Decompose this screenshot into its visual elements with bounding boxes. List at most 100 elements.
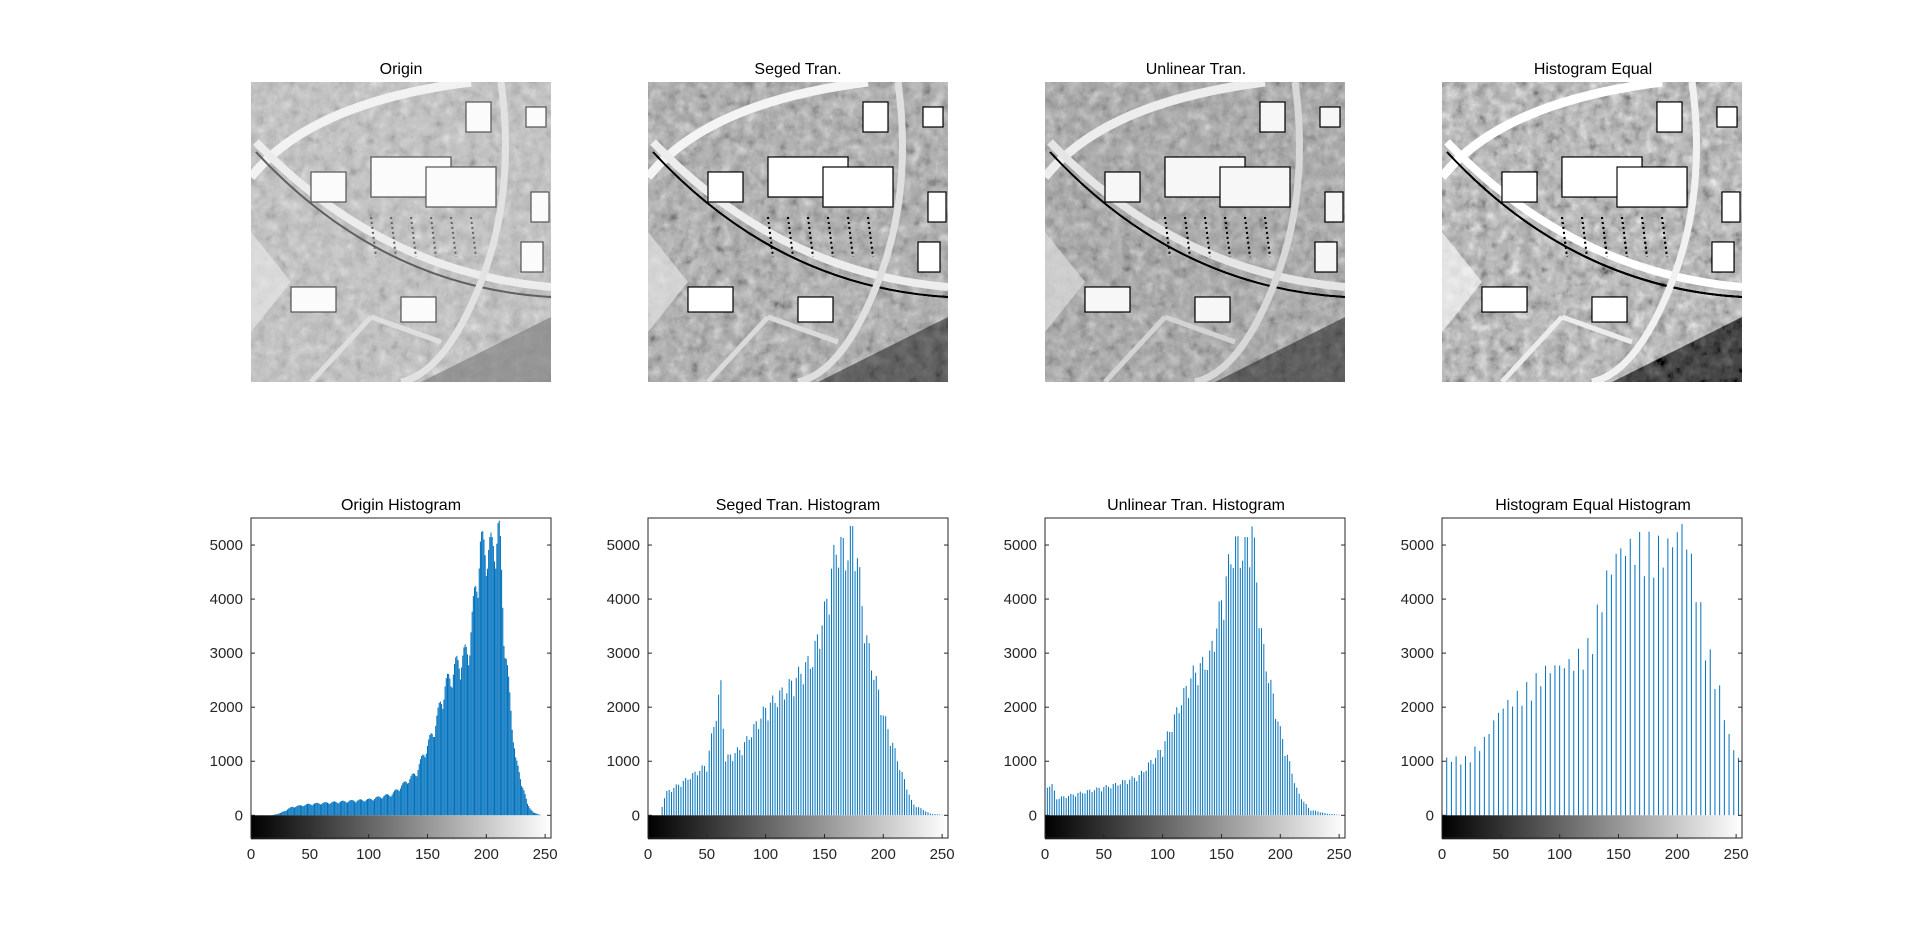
histogram-bar	[442, 708, 444, 816]
histogram-bar	[1268, 683, 1270, 816]
histogram-bar	[1549, 673, 1551, 816]
histogram-bar	[426, 745, 428, 816]
histogram-bar	[1124, 780, 1126, 816]
histogram-bar	[1507, 700, 1509, 816]
histogram-bar	[1209, 650, 1211, 816]
histogram-bar	[1100, 791, 1102, 816]
aerial-photo-histeq	[1438, 77, 1743, 386]
histogram-bar	[1488, 734, 1490, 816]
histogram-bar	[703, 765, 705, 816]
image-panel-unlinear: Unlinear Tran.	[1041, 61, 1346, 386]
histogram-panel-unlinear: Unlinear Tran. Histogram 010002000300040…	[1004, 497, 1352, 863]
histogram-bar	[1530, 700, 1532, 816]
histogram-bar	[429, 735, 431, 816]
histogram-bar	[1333, 814, 1335, 816]
histogram-bar	[506, 665, 508, 816]
histogram-bar	[509, 692, 511, 816]
histogram-bar	[1497, 712, 1499, 816]
histogram-bar	[871, 670, 873, 816]
histogram-bar	[309, 803, 311, 816]
histogram-bar	[913, 804, 915, 816]
histogram-bar	[1479, 751, 1481, 816]
histogram-bar	[1202, 656, 1204, 816]
histogram-bar	[489, 537, 491, 816]
histogram-bar	[1686, 549, 1688, 816]
histogram-bar	[1140, 770, 1142, 816]
histogram-bar	[368, 798, 370, 816]
histogram-bar	[1284, 755, 1286, 816]
histogram-bar	[899, 770, 901, 816]
histogram-bar	[354, 801, 356, 816]
histogram-bar	[1582, 669, 1584, 816]
histogram-bar	[496, 543, 498, 816]
histogram-bar	[1249, 567, 1251, 816]
histogram-bar	[685, 778, 687, 816]
histogram-bar	[1228, 554, 1230, 816]
histogram-bar	[1112, 783, 1114, 816]
histogram-bar	[675, 784, 677, 816]
y-tick-label: 1000	[210, 753, 243, 770]
y-tick-label: 1000	[1004, 753, 1037, 770]
histogram-bar	[753, 724, 755, 816]
histogram-bar	[1258, 628, 1260, 816]
histogram-bar	[1206, 670, 1208, 816]
histogram-bar	[437, 707, 439, 816]
histogram-bar	[343, 800, 345, 816]
histogram-bar	[446, 673, 448, 816]
histogram-bar	[892, 742, 894, 816]
histogram-bar	[377, 796, 379, 816]
histogram-bar	[1119, 784, 1121, 816]
histogram-bar	[486, 568, 488, 816]
histogram-bar	[464, 644, 466, 816]
histogram-bar	[288, 808, 290, 816]
histogram-bar	[755, 721, 757, 816]
histogram-bar	[1596, 604, 1598, 816]
x-tick-label: 200	[1665, 846, 1690, 863]
histogram-bar	[1502, 708, 1504, 816]
histogram-bar	[1065, 798, 1067, 816]
x-tick-label: 250	[1724, 846, 1749, 863]
histogram-bar	[769, 702, 771, 816]
histogram-bar	[1216, 628, 1218, 816]
histogram-bar	[814, 640, 816, 816]
axes-box	[1441, 517, 1743, 839]
histogram-bar	[875, 676, 877, 816]
histogram-bar	[1305, 804, 1307, 816]
histogram-bar	[1079, 791, 1081, 816]
histogram-bar	[394, 790, 396, 816]
x-tick-label: 0	[1041, 846, 1049, 863]
histogram-bar	[342, 800, 344, 816]
histogram-bar	[816, 634, 818, 816]
histogram-bar	[406, 783, 408, 816]
histogram-bars	[661, 525, 948, 816]
histogram-bar	[812, 667, 814, 816]
histogram-bar	[391, 794, 393, 816]
histogram-bar	[395, 789, 397, 816]
histogram-bar	[788, 679, 790, 816]
histogram-bar	[1157, 749, 1159, 816]
x-tick-label: 0	[644, 846, 652, 863]
histogram-bar	[903, 779, 905, 816]
histogram-bar	[1728, 734, 1730, 816]
photo-content	[644, 77, 949, 386]
histogram-bar	[492, 545, 494, 816]
histogram-bar	[526, 803, 528, 816]
axes-box	[1044, 517, 1346, 839]
y-tick-label: 0	[235, 807, 243, 824]
histogram-bar	[281, 812, 283, 816]
histogram-bar	[1075, 796, 1077, 816]
histogram-bar	[1643, 576, 1645, 816]
histogram-bar	[711, 733, 713, 816]
histogram-bar	[798, 666, 800, 816]
y-tick-label: 3000	[210, 645, 243, 662]
histogram-bar	[457, 660, 459, 816]
histogram-bar	[1577, 648, 1579, 816]
image-panel-origin: Origin	[247, 61, 552, 386]
histogram-bar	[1237, 536, 1239, 816]
histogram-bar	[1615, 553, 1617, 816]
histogram-bar	[412, 773, 414, 816]
histogram-bar	[490, 532, 492, 816]
histogram-bar	[1606, 570, 1608, 816]
histogram-bar	[322, 803, 324, 816]
histogram-bar	[915, 807, 917, 816]
